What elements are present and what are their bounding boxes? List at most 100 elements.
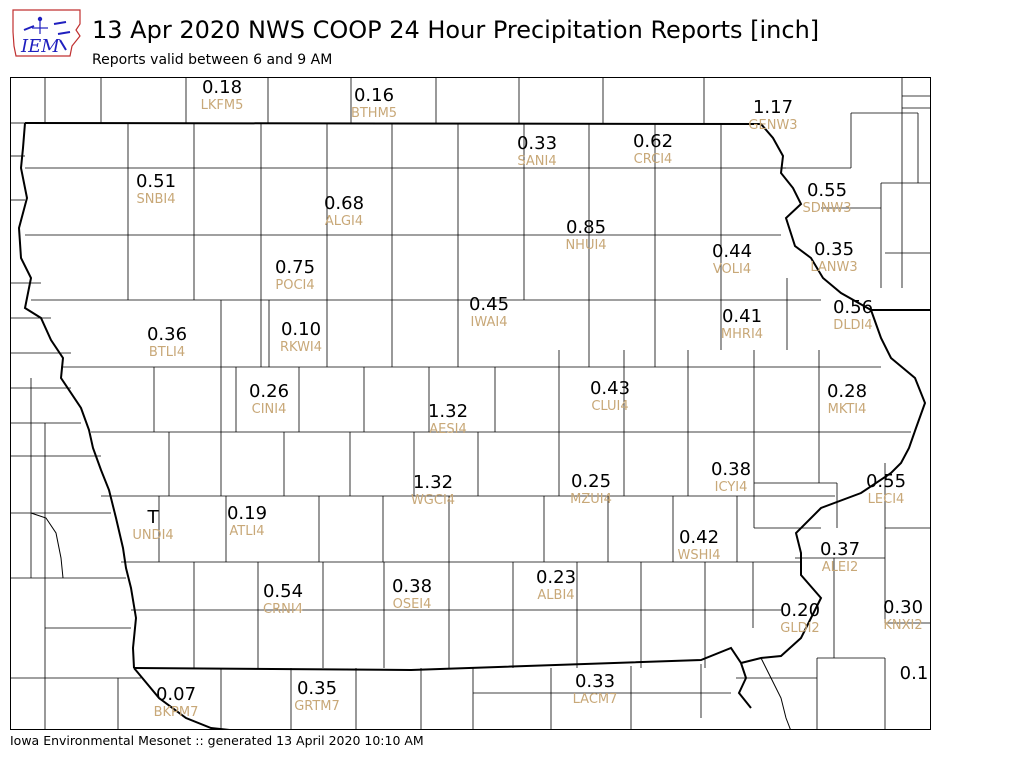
station-id: WSHI4: [677, 548, 721, 563]
station-label: 0.42 WSHI4: [677, 527, 721, 564]
precip-value: 0.42: [678, 527, 720, 548]
precip-value: 0.33: [516, 133, 558, 154]
station-id: NHUI4: [565, 238, 607, 253]
station-label: 0.68 ALGI4: [323, 193, 365, 230]
station-id: OSEI4: [392, 597, 432, 612]
precip-value: 1.32: [412, 472, 454, 493]
station-label: 0.75 POCI4: [274, 257, 316, 294]
station-label: 0.10 RKWI4: [279, 319, 323, 356]
precip-value: 0.18: [201, 77, 243, 98]
precip-value: 0.16: [353, 85, 395, 106]
station-id: MZUI4: [570, 492, 612, 507]
station-id: BTHM5: [350, 106, 398, 121]
station-label: 0.44 VOLI4: [711, 241, 753, 278]
station-id: RKWI4: [279, 340, 323, 355]
station-label: 0.19 ATLI4: [226, 503, 268, 540]
precip-value: 0.85: [565, 217, 607, 238]
station-id: CRNI4: [263, 602, 303, 617]
precip-value: 0.56: [832, 297, 874, 318]
station-label: 0.35 LANW3: [810, 239, 858, 276]
station-label: 0.20 GLDI2: [780, 601, 820, 637]
station-label: 0.41 MHRI4: [720, 306, 764, 343]
precip-value: 1.17: [752, 97, 794, 118]
map-subtitle: Reports valid between 6 and 9 AM: [92, 52, 333, 68]
precip-value: 0.19: [226, 503, 268, 524]
iem-logo: IEM: [10, 6, 83, 60]
precip-value: 0.07: [155, 684, 197, 705]
station-id: SANI4: [517, 154, 557, 169]
station-id: SNBI4: [136, 192, 176, 207]
precip-value: 0.35: [296, 678, 338, 699]
precip-value: 0.44: [711, 241, 753, 262]
station-id: CLUI4: [591, 399, 629, 414]
station-label: 0.26 CINI4: [248, 381, 290, 418]
station-id: CRCI4: [633, 152, 673, 167]
station-id: ICYI4: [714, 480, 748, 495]
footer-credit: Iowa Environmental Mesonet :: generated …: [10, 733, 424, 748]
precip-value: 0.23: [535, 567, 577, 588]
map-title: 13 Apr 2020 NWS COOP 24 Hour Precipitati…: [92, 16, 820, 44]
station-label: 0.38 OSEI4: [391, 576, 433, 613]
station-id: GLDI2: [780, 621, 820, 636]
station-label: 0.33 SANI4: [516, 133, 558, 170]
station-label: 1.32 WGCI4: [411, 472, 455, 509]
station-label: 0.55 SDNW3: [802, 180, 852, 217]
precip-value: 0.33: [574, 671, 616, 692]
station-id: ATLI4: [229, 524, 265, 539]
station-id: UNDI4: [132, 528, 174, 543]
station-label: 0.38 ICYI4: [710, 459, 752, 496]
station-id: MKTI4: [827, 402, 867, 417]
station-label: T UNDI4: [132, 508, 174, 544]
precip-value: 0.55: [865, 471, 907, 492]
station-label: 0.37 ALEI2: [820, 540, 860, 576]
station-id: POCI4: [275, 278, 315, 293]
station-id: ALEI2: [821, 560, 859, 575]
station-id: BTLI4: [148, 345, 186, 360]
precip-value: 0.38: [710, 459, 752, 480]
precip-value: 0.35: [813, 239, 855, 260]
station-id: GRTM7: [294, 699, 340, 714]
station-id: LANW3: [810, 260, 858, 275]
station-label: 0.23 ALBI4: [535, 567, 577, 604]
station-id: SDNW3: [802, 201, 852, 216]
logo-text: IEM: [20, 36, 60, 57]
precip-value: 0.41: [721, 306, 763, 327]
station-label: 0.16 BTHM5: [350, 85, 398, 122]
precip-value: 0.68: [323, 193, 365, 214]
precip-value: 0.55: [806, 180, 848, 201]
station-label: 0.1: [900, 664, 929, 684]
station-label: 0.33 LACM7: [572, 671, 618, 708]
station-id: DLDI4: [833, 318, 873, 333]
station-label: 0.55 LECI4: [865, 471, 907, 508]
station-id: ALBI4: [537, 588, 575, 603]
precip-value: 0.30: [882, 597, 924, 618]
station-label: 0.54 CRNI4: [263, 582, 303, 618]
station-id: LACM7: [572, 692, 618, 707]
precip-value: 0.51: [135, 171, 177, 192]
precip-value: 0.28: [826, 381, 868, 402]
precip-value: 0.75: [274, 257, 316, 278]
precip-value: 0.43: [589, 378, 631, 399]
station-id: IWAI4: [470, 315, 508, 330]
station-label: 0.25 MZUI4: [570, 471, 612, 508]
precip-value: 0.10: [280, 319, 322, 340]
station-label: 0.18 LKFM5: [201, 78, 244, 113]
station-label: 0.36 BTLI4: [147, 325, 187, 361]
station-id: VOLI4: [712, 262, 752, 277]
station-id: CINI4: [251, 402, 287, 417]
precip-value: 0.25: [570, 471, 612, 492]
station-label: 0.30 KNXI2: [882, 597, 924, 634]
station-label: 0.07 BKPM7: [153, 684, 199, 721]
station-label: 0.45 IWAI4: [469, 295, 509, 331]
station-label: 0.51 SNBI4: [135, 171, 177, 208]
station-id: LECI4: [867, 492, 905, 507]
precip-value: 0.38: [391, 576, 433, 597]
station-label: 1.17 GENW3: [748, 97, 797, 134]
precip-value: 0.26: [248, 381, 290, 402]
station-id: BKPM7: [153, 705, 199, 720]
station-id: MHRI4: [720, 327, 764, 342]
station-label: 0.85 NHUI4: [565, 217, 607, 254]
station-id: KNXI2: [883, 618, 923, 633]
station-label: 0.62 CRCI4: [633, 132, 673, 168]
precip-value: 1.32: [427, 401, 469, 422]
